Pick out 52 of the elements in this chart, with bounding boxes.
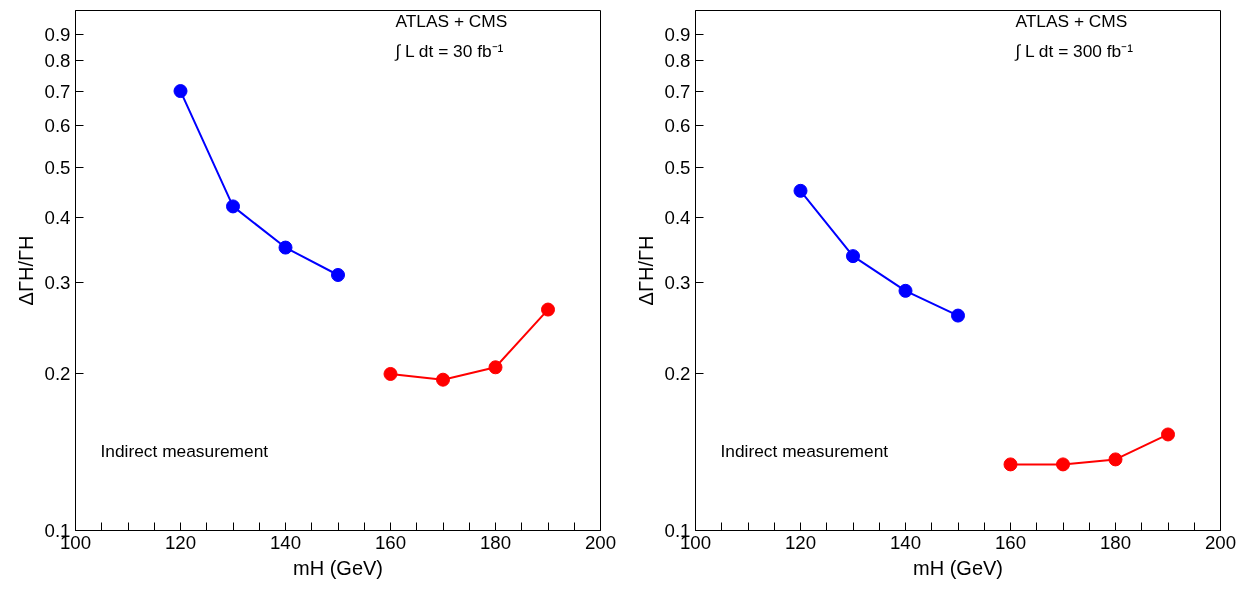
point: [1161, 427, 1175, 442]
y-tick-label: 0.2: [664, 363, 691, 385]
point: [383, 366, 398, 381]
x-tick-label: 200: [1204, 531, 1237, 553]
point: [436, 372, 450, 387]
y-axis-title: ΔΓH/ΓH: [634, 235, 657, 306]
point: [331, 268, 345, 282]
x-axis-title: mH (GeV): [293, 556, 383, 579]
point: [898, 283, 913, 298]
point: [951, 308, 965, 323]
point: [541, 302, 555, 317]
y-tick-label: 0.9: [44, 23, 71, 45]
point: [1108, 452, 1123, 467]
y-tick-label: 0.7: [44, 80, 71, 102]
y-tick-label: 0.8: [44, 50, 71, 72]
x-tick-label: 140: [889, 531, 922, 553]
x-tick-label: 120: [164, 531, 197, 553]
y-tick-label: 0.7: [664, 80, 691, 102]
point: [278, 240, 293, 255]
annotation: ∫ L dt = 300 fb⁻¹: [1014, 40, 1134, 61]
x-tick-label: 200: [584, 531, 617, 553]
x-tick-label: 180: [479, 531, 512, 553]
point: [1056, 457, 1070, 472]
point: [1003, 457, 1018, 472]
y-tick-label: 0.5: [664, 156, 691, 178]
point: [226, 199, 240, 214]
y-tick-label: 0.5: [44, 156, 71, 178]
y-tick-label: 0.4: [44, 206, 71, 228]
y-tick-label: 0.3: [664, 271, 691, 293]
x-tick-label: 160: [994, 531, 1027, 553]
x-axis-title: mH (GeV): [913, 556, 1003, 579]
y-tick-label: 0.4: [664, 206, 691, 228]
point: [173, 84, 188, 99]
y-tick-label: 0.9: [664, 23, 691, 45]
y-axis-title: ΔΓH/ΓH: [14, 235, 37, 306]
x-tick-label: 180: [1099, 531, 1132, 553]
annotation: Indirect measurement: [720, 440, 889, 461]
y-tick-label: 0.8: [664, 50, 691, 72]
y-tick-label: 0.6: [664, 115, 691, 137]
x-tick-label: 140: [269, 531, 302, 553]
x-tick-label: 160: [374, 531, 407, 553]
point: [846, 249, 860, 264]
point: [488, 360, 503, 375]
annotation: Indirect measurement: [100, 440, 269, 461]
y-tick-label: 0.3: [44, 271, 71, 293]
y-tick-label: 0.6: [44, 115, 71, 137]
annotation: ATLAS + CMS: [395, 10, 508, 31]
point: [793, 183, 808, 198]
y-tick-label: 0.2: [44, 363, 71, 385]
x-tick-label: 120: [784, 531, 817, 553]
annotation: ∫ L dt = 30 fb⁻¹: [394, 40, 504, 61]
annotation: ATLAS + CMS: [1015, 10, 1128, 31]
